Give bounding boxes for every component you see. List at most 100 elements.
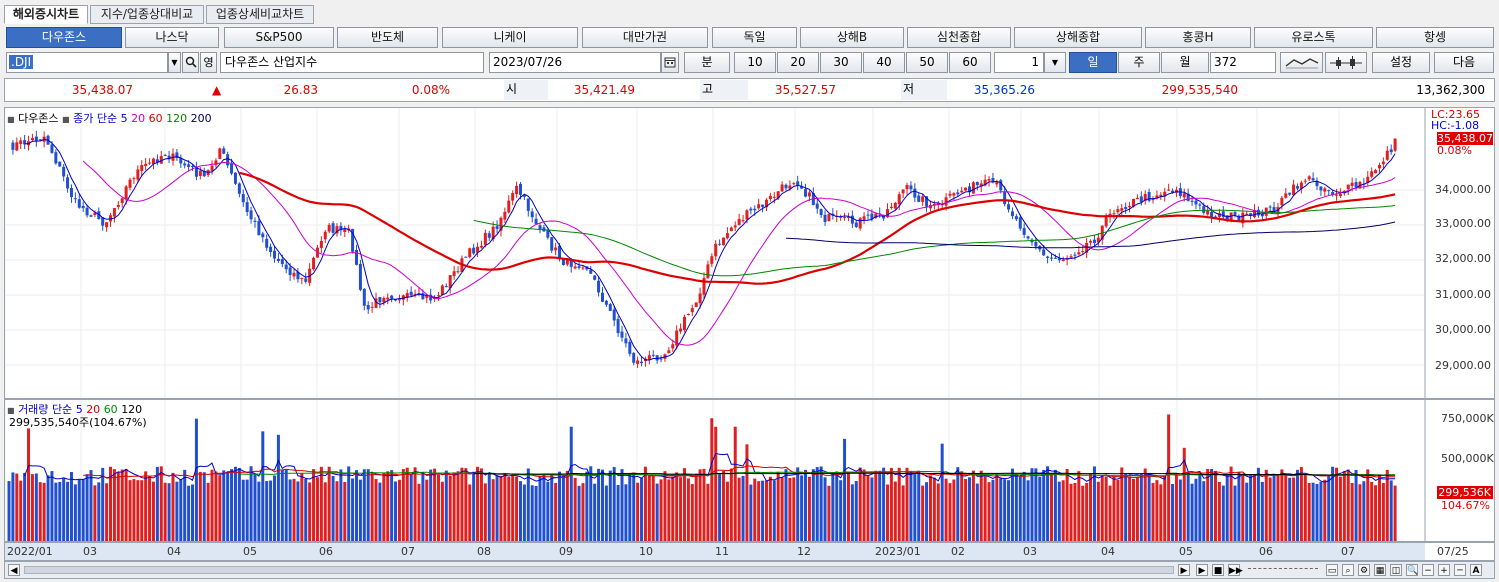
index-button-semiconductor[interactable]: 반도체: [337, 27, 438, 48]
volume-bar: [241, 479, 245, 541]
volume-bar: [1221, 485, 1225, 541]
volume-y-tick: 750,000K: [1441, 412, 1494, 425]
legend-ma-20: 20: [131, 112, 146, 125]
play-icon[interactable]: ▶: [1196, 564, 1208, 576]
index-button-shanghai-b[interactable]: 상해B: [800, 27, 904, 48]
period-dropdown-button[interactable]: ▼: [1044, 52, 1066, 73]
volume-chart[interactable]: [5, 400, 1494, 541]
candle-body: [491, 226, 495, 240]
scroll-track[interactable]: [24, 566, 1174, 574]
volume-panel[interactable]: ■ 거래량 단순 5 20 60 120 299,535,540주(104.67…: [4, 399, 1495, 542]
index-button-nasdaq[interactable]: 나스닥: [125, 27, 219, 48]
settings-button[interactable]: 설정: [1372, 52, 1430, 73]
interval-30-button[interactable]: 30: [820, 52, 862, 73]
index-button-taiwan[interactable]: 대만가권: [582, 27, 708, 48]
index-button-sp500[interactable]: S&P500: [224, 27, 334, 48]
gear-icon[interactable]: ⚙: [1358, 564, 1370, 576]
period-count-input[interactable]: 1: [994, 52, 1044, 73]
volume-bar: [265, 481, 269, 541]
volume-bar: [768, 476, 772, 541]
candle-body: [503, 211, 507, 220]
candle-body: [1284, 193, 1288, 198]
date-input[interactable]: 2023/07/26: [489, 52, 661, 73]
candle-body: [1389, 149, 1393, 153]
chart-style-icon[interactable]: [1280, 52, 1323, 73]
magnify-icon[interactable]: ⌕: [1342, 564, 1354, 576]
scroll-right-icon[interactable]: ▶: [1178, 564, 1190, 576]
candle-body: [1018, 217, 1022, 229]
grid-icon[interactable]: ▦: [1374, 564, 1386, 576]
candle-body: [409, 291, 413, 296]
index-button-dow[interactable]: 다우존스: [6, 27, 122, 48]
index-button-shanghai[interactable]: 상해종합: [1014, 27, 1142, 48]
speed-slider[interactable]: [1248, 568, 1318, 573]
window-icon[interactable]: ▭: [1326, 564, 1338, 576]
index-button-eurostoxx[interactable]: 유로스톡: [1254, 27, 1373, 48]
volume-bar: [7, 481, 11, 541]
volume-bar: [409, 473, 413, 541]
day-button[interactable]: 일: [1069, 52, 1117, 73]
tab-index-compare[interactable]: 지수/업종상대비교: [90, 5, 204, 24]
candle-body: [140, 165, 144, 171]
candle-body: [1299, 182, 1303, 189]
minute-button[interactable]: 분: [684, 52, 730, 73]
volume-bar: [858, 467, 862, 541]
volume-bar: [1092, 466, 1096, 541]
ma-line-60: [239, 171, 1396, 285]
zoom-reset-icon[interactable]: ─: [1454, 564, 1466, 576]
price-chart[interactable]: [5, 108, 1494, 398]
interval-60-button[interactable]: 60: [949, 52, 991, 73]
x-axis-label: 05: [243, 545, 257, 558]
price-panel[interactable]: ■ 다우존스 ■ 종가 단순 5 20 60 120 200 LC:23.65 …: [4, 107, 1495, 399]
month-button[interactable]: 월: [1161, 52, 1209, 73]
font-size-icon[interactable]: A: [1470, 564, 1482, 576]
candle-body: [30, 138, 34, 141]
candle-body: [276, 258, 280, 262]
index-button-hongkong-h[interactable]: 홍콩H: [1145, 27, 1251, 48]
volume-bar: [206, 482, 210, 541]
candle-body: [97, 211, 101, 219]
symbol-input[interactable]: .DJI: [6, 52, 168, 73]
volume-bar: [42, 482, 46, 541]
interval-10-button[interactable]: 10: [734, 52, 776, 73]
bar-count-input[interactable]: 372: [1210, 52, 1276, 73]
volume-ma-line-60: [239, 470, 1396, 477]
candle-body: [651, 354, 655, 356]
tab-overseas-chart[interactable]: 해외증시차트: [4, 5, 88, 24]
zoom-in-icon[interactable]: +: [1438, 564, 1450, 576]
volume-bar: [163, 482, 167, 541]
candle-body: [132, 178, 136, 180]
symbol-name-toggle-button[interactable]: 영: [200, 52, 217, 73]
interval-20-button[interactable]: 20: [777, 52, 819, 73]
interval-40-button[interactable]: 40: [863, 52, 905, 73]
scroll-left-icon[interactable]: ◀: [8, 564, 20, 576]
symbol-dropdown-button[interactable]: ▼: [168, 52, 181, 73]
index-button-hangseng[interactable]: 항셍: [1376, 27, 1494, 48]
week-button[interactable]: 주: [1118, 52, 1160, 73]
candle-body: [1163, 191, 1167, 197]
search-icon[interactable]: [182, 52, 199, 73]
volume-bar: [27, 428, 31, 541]
zoom-icon[interactable]: 🔍: [1406, 564, 1419, 576]
candle-body: [616, 319, 620, 334]
fast-forward-icon[interactable]: ▶▶: [1228, 564, 1243, 576]
candle-body: [679, 328, 683, 332]
zoom-out-icon[interactable]: −: [1422, 564, 1434, 576]
candle-body: [85, 207, 89, 216]
volume-bar: [663, 471, 667, 541]
index-button-nikkei[interactable]: 니케이: [442, 27, 578, 48]
calendar-icon[interactable]: [661, 52, 679, 73]
tab-sector-compare[interactable]: 업종상세비교차트: [206, 5, 314, 24]
stop-icon[interactable]: ■: [1212, 564, 1224, 576]
volume-bar: [323, 482, 327, 541]
index-button-shenzhen[interactable]: 심천종합: [907, 27, 1011, 48]
volume-bar: [698, 469, 702, 541]
next-button[interactable]: 다음: [1434, 52, 1494, 73]
candle-style-icon[interactable]: [1325, 52, 1367, 73]
index-button-germany[interactable]: 독일: [712, 27, 797, 48]
volume-bar: [1253, 475, 1257, 541]
volume-bar: [1046, 466, 1050, 541]
volume-bar: [526, 468, 530, 541]
restore-icon[interactable]: ◫: [1390, 564, 1402, 576]
interval-50-button[interactable]: 50: [906, 52, 948, 73]
